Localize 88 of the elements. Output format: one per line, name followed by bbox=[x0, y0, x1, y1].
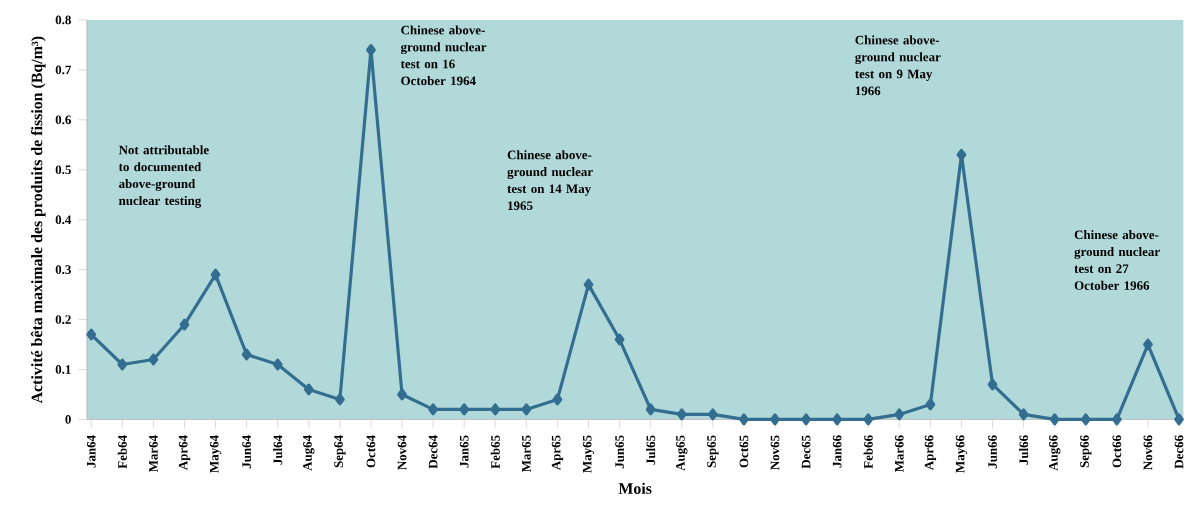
annotation: Chinese above-ground nuclear test on 14 May 1965 bbox=[507, 150, 593, 210]
x-tick-label: Mar64 bbox=[149, 435, 158, 472]
point bbox=[770, 413, 780, 426]
point bbox=[1174, 413, 1184, 426]
point bbox=[86, 328, 97, 341]
point bbox=[1018, 408, 1029, 421]
point bbox=[210, 268, 221, 281]
point bbox=[739, 413, 749, 426]
point bbox=[894, 408, 905, 421]
x-tick-label: Aug66 bbox=[1049, 435, 1061, 471]
y-tick-label: 0.7 bbox=[55, 65, 72, 75]
point bbox=[1143, 338, 1153, 351]
x-tick-label: Jul65 bbox=[646, 435, 656, 465]
point bbox=[117, 358, 128, 371]
point bbox=[1049, 413, 1060, 426]
y-tick-label: 0.3 bbox=[55, 265, 71, 274]
x-tick-label: Nov65 bbox=[770, 435, 780, 470]
y-tick-label: 0 bbox=[65, 414, 71, 424]
point bbox=[148, 353, 159, 366]
x-tick-label: Oct65 bbox=[739, 435, 749, 468]
point bbox=[272, 358, 283, 371]
x-tick-label: Jun65 bbox=[615, 435, 624, 469]
y-tick-label: 0.5 bbox=[55, 165, 71, 175]
x-tick-label: Nov64 bbox=[397, 435, 407, 470]
point bbox=[645, 403, 656, 416]
x-tick-label: Feb66 bbox=[863, 435, 873, 469]
annotation: Chinese above-ground nuclear test on 9 May 1966 bbox=[855, 35, 941, 96]
x-tick-label: Oct64 bbox=[366, 435, 376, 468]
x-tick-label: Jun64 bbox=[242, 435, 251, 469]
x-tick-label: Sep66 bbox=[1080, 435, 1092, 468]
y-tick-label: 0.6 bbox=[55, 115, 71, 125]
point bbox=[397, 388, 407, 401]
y-axis-title: Activité bêta maximale des produits de fission (Bq/m³) bbox=[30, 36, 46, 404]
x-tick-label: Aug64 bbox=[303, 435, 315, 471]
x-tick-label: Dec66 bbox=[1174, 435, 1184, 469]
x-tick-label: May66 bbox=[955, 435, 968, 473]
x-tick-label: Sep64 bbox=[334, 435, 346, 468]
y-tick-label: 0.4 bbox=[55, 215, 72, 224]
x-axis-title: Mois bbox=[618, 482, 652, 494]
point bbox=[987, 378, 998, 391]
x-tick-label: Jan64 bbox=[86, 435, 96, 468]
x-tick-label: Apr64 bbox=[178, 435, 191, 470]
annotation: Chinese above-ground nuclear test on 27 October 1966 bbox=[1074, 229, 1160, 290]
x-tick-label: Apr65 bbox=[551, 435, 564, 470]
x-tick-label: Dec64 bbox=[428, 435, 438, 469]
point bbox=[676, 408, 687, 421]
x-tick-label: Dec65 bbox=[801, 435, 811, 469]
point bbox=[303, 383, 314, 396]
x-tick-label: Mar66 bbox=[894, 435, 904, 472]
point bbox=[428, 403, 438, 416]
point bbox=[459, 403, 470, 416]
point bbox=[614, 333, 625, 346]
x-tick-label: Oct66 bbox=[1112, 435, 1122, 468]
point bbox=[1080, 413, 1091, 426]
x-tick-label: May65 bbox=[582, 435, 595, 473]
point bbox=[583, 278, 594, 291]
x-tick-label: Jun66 bbox=[988, 435, 997, 469]
point bbox=[1111, 413, 1122, 426]
point bbox=[241, 348, 252, 361]
x-tick-label: Apr66 bbox=[924, 435, 937, 470]
point bbox=[832, 413, 843, 426]
x-tick-label: Nov66 bbox=[1143, 435, 1153, 470]
annotation: Not attributable to documented above-ground nuclear testing bbox=[118, 145, 209, 208]
x-tick-label: Jul64 bbox=[273, 435, 283, 465]
point bbox=[521, 403, 532, 416]
x-tick-label: Jul66 bbox=[1019, 435, 1029, 465]
x-tick-label: Mar65 bbox=[522, 435, 531, 472]
x-tick-label: Aug65 bbox=[676, 435, 688, 471]
point bbox=[801, 413, 811, 426]
point bbox=[490, 403, 501, 416]
point bbox=[707, 408, 718, 421]
point bbox=[925, 398, 936, 411]
point bbox=[552, 393, 563, 406]
x-tick-label: May64 bbox=[209, 435, 222, 473]
y-tick-label: 0.2 bbox=[55, 315, 71, 324]
point bbox=[366, 43, 376, 56]
y-tick-label: 0.1 bbox=[55, 364, 71, 374]
point bbox=[863, 413, 874, 426]
y-tick-label: 0.8 bbox=[55, 15, 71, 25]
point bbox=[179, 318, 190, 331]
point bbox=[335, 393, 345, 406]
x-tick-label: Sep65 bbox=[707, 435, 719, 468]
annotation: Chinese above-ground nuclear test on 16 October 1964 bbox=[400, 25, 487, 86]
x-tick-label: Feb64 bbox=[117, 435, 127, 469]
x-tick-label: Feb65 bbox=[490, 435, 500, 469]
x-tick-label: Jan66 bbox=[832, 435, 842, 468]
x-tick-label: Jan65 bbox=[459, 435, 469, 468]
point bbox=[956, 148, 967, 161]
